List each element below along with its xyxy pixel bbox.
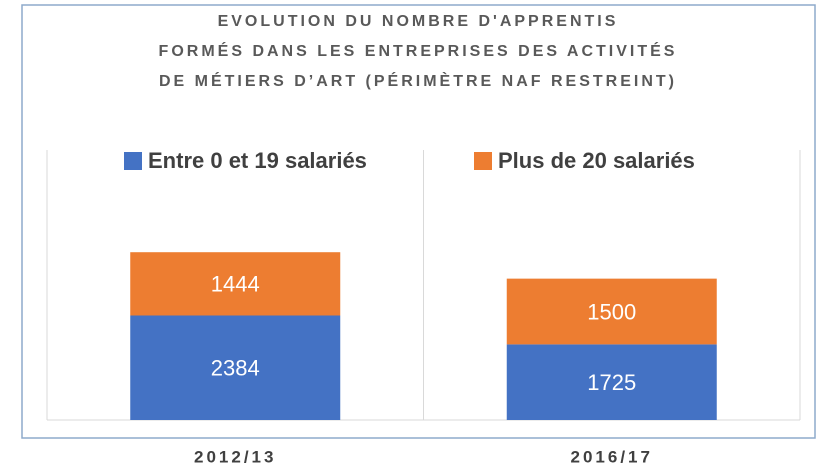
legend-label: Entre 0 et 19 salariés	[148, 148, 367, 173]
bar-segment	[506, 344, 717, 420]
data-label: 1725	[587, 370, 636, 395]
legend-swatch	[124, 152, 142, 170]
data-label: 2384	[211, 356, 260, 381]
data-label: 1444	[211, 272, 260, 297]
chart-title: DE MÉTIERS D’ART (PÉRIMÈTRE NAF RESTREIN…	[159, 71, 677, 90]
x-tick-label: 2016/17	[571, 447, 653, 466]
legend-label: Plus de 20 salariés	[498, 148, 695, 173]
bar-segment	[506, 278, 717, 345]
chart-title: EVOLUTION DU NOMBRE D'APPRENTIS	[218, 13, 619, 30]
bar-segment	[130, 315, 341, 420]
x-tick-label: 2012/13	[194, 447, 276, 466]
chart-title: FORMÉS DANS LES ENTREPRISES DES ACTIVITÉ…	[159, 41, 678, 60]
data-label: 1500	[587, 299, 636, 324]
bar-segment	[130, 252, 341, 316]
legend-swatch	[474, 152, 492, 170]
